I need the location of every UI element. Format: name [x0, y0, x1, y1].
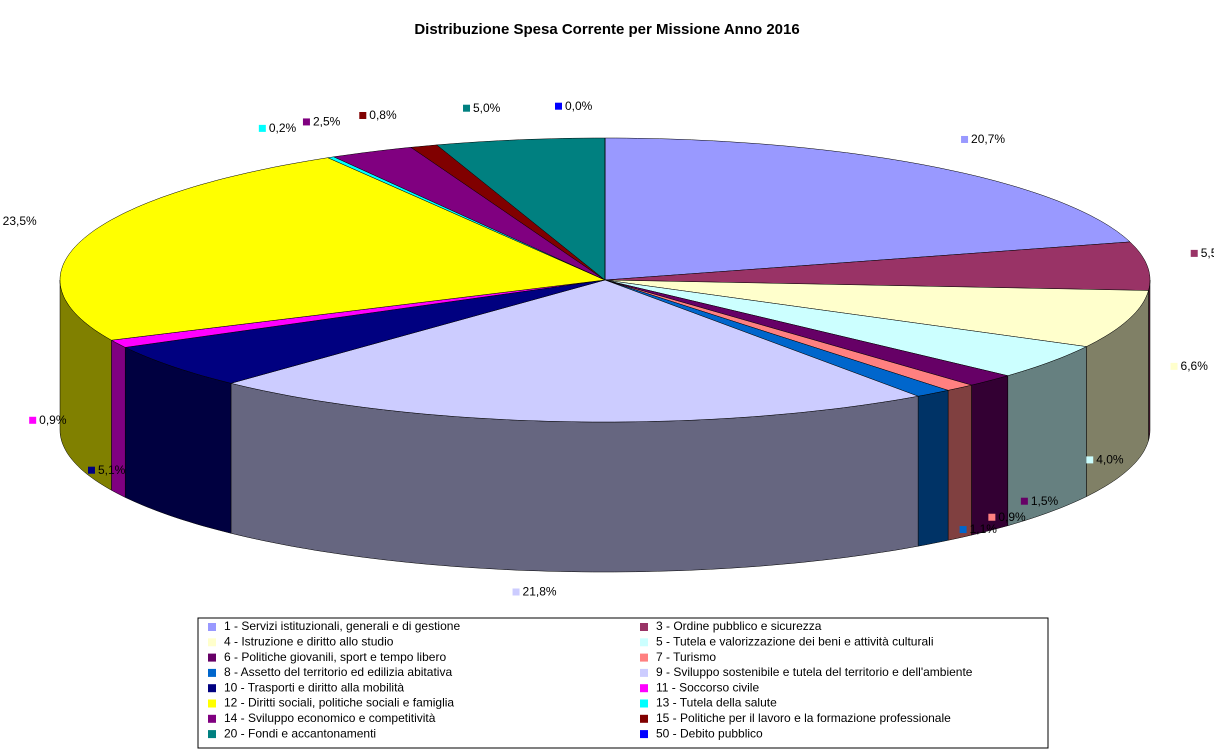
slice [604, 279, 1088, 376]
legend-label: 50 - Debito pubblico [656, 726, 763, 740]
legend-label: 5 - Tutela e valorizzazione dei beni e a… [656, 634, 933, 648]
data-label: 0,9% [39, 413, 67, 427]
chart-title: Distribuzione Spesa Corrente per Mission… [414, 21, 799, 38]
slice [604, 279, 1149, 347]
slice [230, 279, 920, 423]
data-label: 20,7% [971, 132, 1005, 146]
legend-label: 3 - Ordine pubblico e sicurezza [656, 619, 822, 633]
legend-label: 1 - Servizi istituzionali, generali e di… [224, 619, 460, 633]
legend-label: 13 - Tutela della salute [656, 696, 777, 710]
data-label: 1,5% [1031, 494, 1059, 508]
slice [604, 279, 1008, 386]
data-label: 6,6% [1181, 359, 1209, 373]
data-label: 5,1% [98, 463, 126, 477]
legend-label: 8 - Assetto del territorio ed edilizia a… [224, 665, 452, 679]
legend-key [640, 668, 648, 677]
label-key [555, 102, 562, 110]
data-label: 0,0% [565, 99, 593, 113]
legend-key [208, 668, 216, 677]
data-label: 0,8% [369, 108, 397, 122]
label-key [1020, 497, 1028, 505]
slice [604, 137, 1131, 281]
label-key [87, 466, 95, 474]
legend-key [208, 653, 216, 662]
slice [436, 137, 606, 281]
legend-key [208, 638, 216, 647]
legend-key [208, 684, 216, 693]
data-label: 5,0% [473, 101, 501, 115]
legend-key [640, 684, 648, 693]
legend-key [208, 730, 216, 739]
legend-key [208, 699, 216, 708]
slice [332, 147, 606, 281]
legend-label: 7 - Turismo [656, 650, 716, 664]
slice-side [917, 389, 949, 547]
label-key [512, 588, 520, 596]
label-key [258, 124, 266, 132]
legend-label: 10 - Trasporti e diritto alla mobilità [224, 680, 404, 694]
legend-key [640, 714, 648, 723]
legend-key [640, 638, 648, 647]
legend-key [640, 623, 648, 631]
label-key [961, 135, 969, 143]
legend-key [208, 623, 216, 631]
data-label: 4,0% [1096, 453, 1124, 467]
data-label: 0,9% [998, 510, 1026, 524]
legend-label: 6 - Politiche giovanili, sport e tempo l… [224, 650, 446, 664]
slice [124, 279, 606, 384]
label-key [463, 104, 471, 112]
label-key [988, 513, 996, 521]
label-key [359, 111, 367, 119]
data-label: 1,1% [970, 522, 998, 536]
data-label: 21,8% [523, 585, 557, 599]
legend-label: 11 - Soccorso civile [656, 680, 759, 694]
data-label: 23,5% [3, 214, 37, 228]
data-label: 5,5% [1201, 246, 1214, 260]
legend-label: 4 - Istruzione e diritto allo studio [224, 634, 394, 648]
legend-label: 12 - Diritti sociali, politiche sociali … [224, 696, 454, 710]
data-label: 2,5% [313, 115, 341, 129]
legend-label: 20 - Fondi e accantonamenti [224, 726, 376, 740]
legend-label: 15 - Politiche per il lavoro e la formaz… [656, 711, 951, 725]
label-key [1190, 249, 1198, 257]
slice [59, 157, 606, 341]
legend-key [640, 653, 648, 662]
label-key [959, 526, 967, 534]
legend-box [197, 617, 1049, 749]
label-key [302, 118, 310, 126]
legend-key [640, 699, 648, 708]
legend-key [208, 714, 216, 723]
slice-side [947, 384, 972, 541]
legend-label: 14 - Sviluppo economico e competitività [224, 711, 436, 725]
label-key [1170, 362, 1178, 370]
label-key [1086, 456, 1094, 464]
legend-label: 9 - Sviluppo sostenibile e tutela del te… [656, 665, 973, 679]
slice [604, 241, 1151, 291]
legend-key [640, 730, 648, 739]
label-key [29, 416, 37, 424]
data-label: 0,2% [269, 121, 297, 135]
